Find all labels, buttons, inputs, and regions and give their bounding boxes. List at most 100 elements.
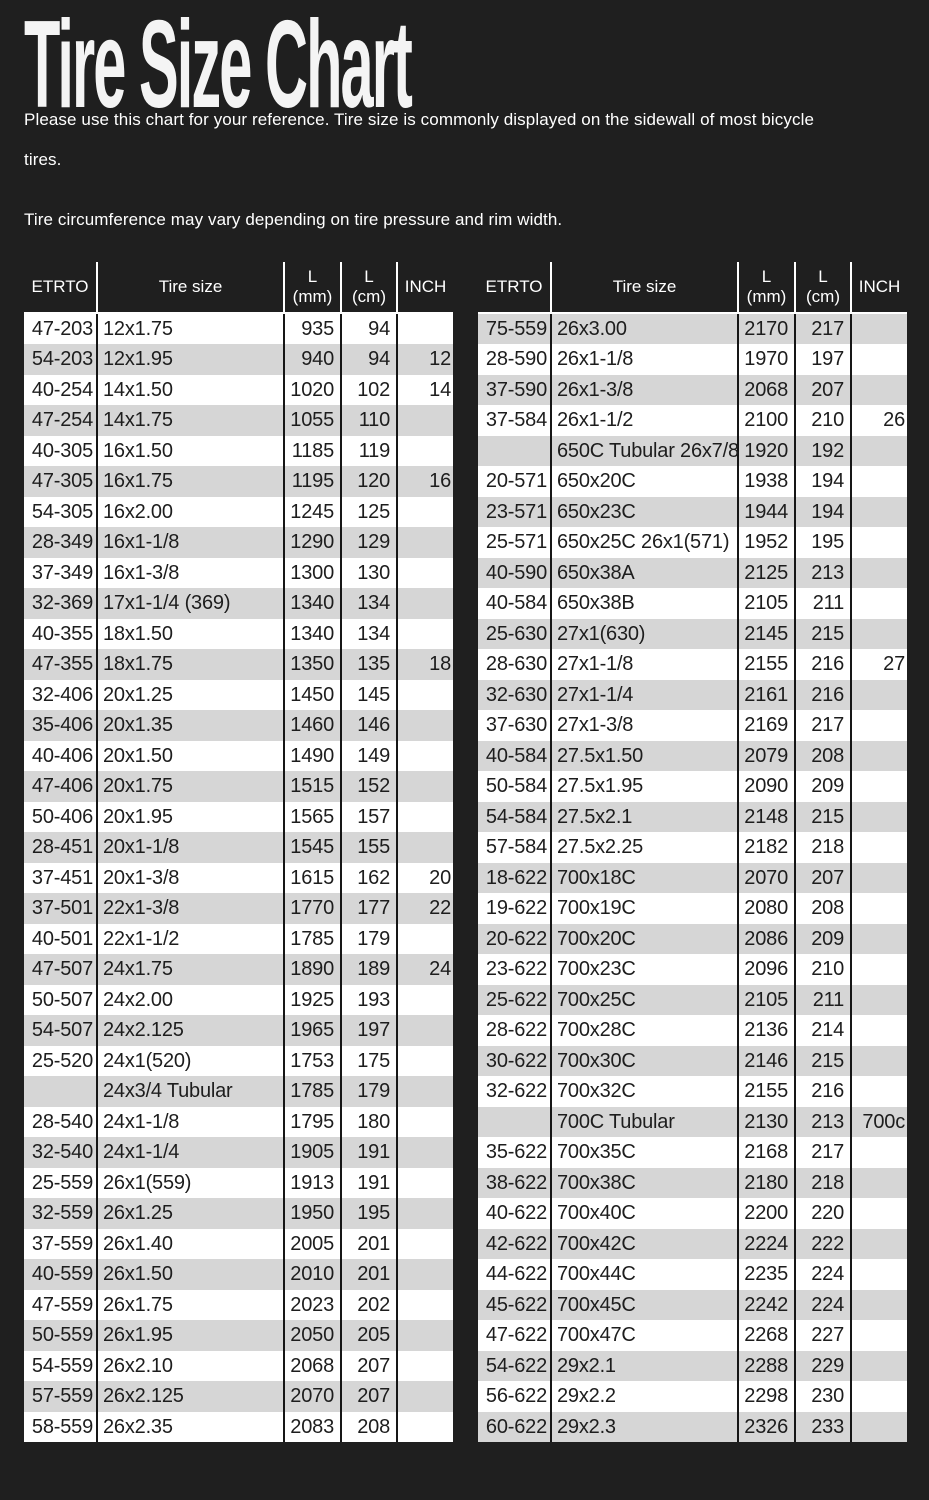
cell-inch [850, 1015, 907, 1046]
table-row: 47-203 12x1.75 935 94 [24, 313, 453, 344]
cell-l-mm: 1965 [283, 1015, 341, 1046]
cell-etrto: 54-203 [31, 348, 93, 371]
cell-inch: 12 [396, 344, 453, 375]
cell-etrto: 32-622 [485, 1080, 547, 1103]
table-row: 40-501 22x1-1/2 1785 179 [24, 923, 453, 954]
table-row: 28-590 26x1-1/8 1970 197 [478, 344, 907, 375]
cell-l-mm: 2005 [283, 1228, 341, 1259]
cell-l-mm: 1913 [283, 1167, 341, 1198]
cell-l-cm: 195 [794, 527, 851, 558]
cell-etrto: 32-559 [31, 1202, 93, 1225]
cell-etrto: 40-305 [31, 439, 93, 462]
cell-inch [850, 344, 907, 375]
cell-etrto: 47-305 [31, 470, 93, 493]
cell-tire-size: 24x3/4 Tubular [96, 1076, 284, 1107]
cell-etrto: 28-622 [485, 1019, 547, 1042]
cell-l-mm: 2010 [283, 1259, 341, 1290]
cell-l-mm: 1952 [737, 527, 795, 558]
cell-etrto: 54-507 [31, 1019, 93, 1042]
table-row: 38-622 700x38C 2180 218 [478, 1167, 907, 1198]
cell-l-mm: 1785 [283, 1076, 341, 1107]
cell-inch [850, 740, 907, 771]
cell-tire-size: 27.5x2.25 [550, 832, 738, 863]
cell-etrto: 40-559 [31, 1263, 93, 1286]
cell-l-cm: 191 [340, 1167, 397, 1198]
table-header: ETRTO Tire size L (mm) L (cm) INCH [24, 262, 453, 314]
cell-inch [396, 1015, 453, 1046]
table-row: 40-406 20x1.50 1490 149 [24, 740, 453, 771]
cell-etrto: 40-584 [485, 744, 547, 767]
cell-l-cm: 145 [340, 679, 397, 710]
cell-etrto: 23-622 [485, 958, 547, 981]
cell-l-cm: 120 [340, 466, 397, 497]
cell-tire-size: 26x1.95 [96, 1320, 284, 1351]
table-row: 35-622 700x35C 2168 217 [478, 1137, 907, 1168]
cell-tire-size: 29x2.2 [550, 1381, 738, 1412]
cell-l-mm: 2155 [737, 649, 795, 680]
cell-tire-size: 700x18C [550, 862, 738, 893]
cell-l-mm: 1290 [283, 527, 341, 558]
cell-inch [396, 1045, 453, 1076]
cell-l-cm: 214 [794, 1015, 851, 1046]
cell-etrto: 47-559 [31, 1293, 93, 1316]
cell-inch [850, 1411, 907, 1442]
cell-l-mm: 1350 [283, 649, 341, 680]
cell-tire-size: 700x40C [550, 1198, 738, 1229]
cell-tire-size: 20x1.95 [96, 801, 284, 832]
cell-inch [850, 1381, 907, 1412]
cell-l-mm: 1450 [283, 679, 341, 710]
cell-tire-size: 17x1-1/4 (369) [96, 588, 284, 619]
cell-l-mm: 2070 [737, 862, 795, 893]
cell-l-mm: 2068 [737, 374, 795, 405]
column-header-l-mm: L (mm) [283, 262, 341, 314]
cell-etrto: 28-590 [485, 348, 547, 371]
cell-etrto: 25-622 [485, 988, 547, 1011]
cell-tire-size: 700x30C [550, 1045, 738, 1076]
cell-inch [396, 1289, 453, 1320]
cell-etrto: 75-559 [485, 318, 547, 340]
cell-tire-size: 26x1.25 [96, 1198, 284, 1229]
cell-etrto: 25-520 [31, 1049, 93, 1072]
cell-l-cm: 220 [794, 1198, 851, 1229]
cell-tire-size: 27.5x2.1 [550, 801, 738, 832]
cell-l-cm: 233 [794, 1411, 851, 1442]
cell-tire-size: 27x1(630) [550, 618, 738, 649]
cell-l-cm: 215 [794, 618, 851, 649]
cell-etrto: 25-559 [31, 1171, 93, 1194]
table-row: 47-622 700x47C 2268 227 [478, 1320, 907, 1351]
cell-l-cm: 216 [794, 649, 851, 680]
cell-tire-size: 26x2.125 [96, 1381, 284, 1412]
cell-inch: 22 [396, 893, 453, 924]
cell-tire-size: 700C Tubular [550, 1106, 738, 1137]
cell-l-cm: 208 [340, 1411, 397, 1442]
cell-l-mm: 2288 [737, 1350, 795, 1381]
table-row: 23-571 650x23C 1944 194 [478, 496, 907, 527]
cell-l-mm: 1490 [283, 740, 341, 771]
cell-l-cm: 213 [794, 557, 851, 588]
cell-inch: 14 [396, 374, 453, 405]
cell-tire-size: 29x2.3 [550, 1411, 738, 1442]
column-header-l-cm: L (cm) [340, 262, 397, 314]
cell-inch [396, 740, 453, 771]
cell-tire-size: 18x1.50 [96, 618, 284, 649]
cell-l-mm: 1245 [283, 496, 341, 527]
table-row: 47-406 20x1.75 1515 152 [24, 771, 453, 802]
cell-tire-size: 29x2.1 [550, 1350, 738, 1381]
cell-inch [850, 954, 907, 985]
cell-inch [850, 527, 907, 558]
column-header-l-mm: L (mm) [737, 262, 795, 314]
table-row: 47-507 24x1.75 1890 189 24 [24, 954, 453, 985]
cell-l-mm: 1615 [283, 862, 341, 893]
cell-etrto: 23-571 [485, 500, 547, 523]
cell-l-mm: 2168 [737, 1137, 795, 1168]
cell-inch: 27 [850, 649, 907, 680]
table-header-row: ETRTO Tire size L (mm) L (cm) INCH [24, 262, 453, 314]
cell-l-cm: 209 [794, 923, 851, 954]
table-row: 37-630 27x1-3/8 2169 217 [478, 710, 907, 741]
cell-tire-size: 27x1-3/8 [550, 710, 738, 741]
cell-tire-size: 700x45C [550, 1289, 738, 1320]
cell-l-cm: 217 [794, 1137, 851, 1168]
table-row: 54-622 29x2.1 2288 229 [478, 1350, 907, 1381]
cell-tire-size: 20x1.25 [96, 679, 284, 710]
cell-tire-size: 14x1.75 [96, 405, 284, 436]
